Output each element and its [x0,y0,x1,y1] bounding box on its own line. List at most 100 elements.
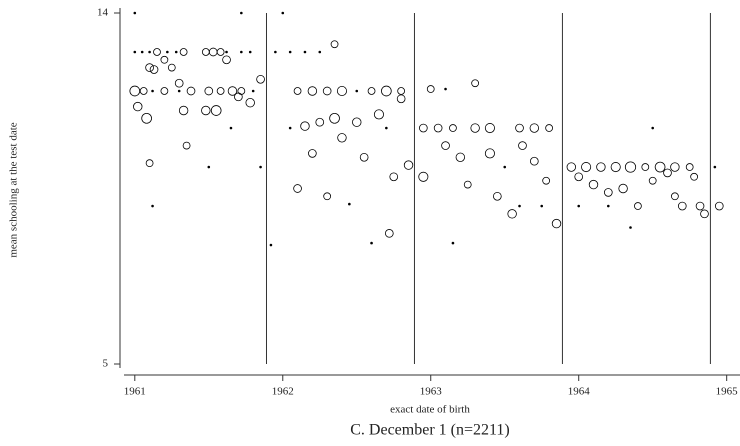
point [518,141,527,150]
point [444,87,447,91]
point [315,117,325,127]
point [596,162,606,172]
point [713,165,717,169]
x-axis-label: exact date of birth [390,404,470,416]
point [179,48,188,56]
point [566,162,577,172]
point [141,112,152,124]
point [451,241,455,245]
point [251,89,255,93]
point [288,126,292,130]
y-tick-label: 14 [97,7,109,19]
point [618,183,628,194]
point [133,11,137,15]
point [418,171,429,182]
point [240,50,243,54]
point [133,101,143,112]
point [288,50,292,54]
point [449,124,457,132]
caption: C. December 1 (n=2211) [350,422,510,439]
x-tick-label: 1961 [124,386,146,398]
point [174,50,178,54]
point [419,123,428,133]
point [484,148,495,159]
point [182,141,191,150]
point [515,123,524,133]
point [389,172,399,182]
point [148,50,151,54]
point [281,11,285,15]
point [670,162,680,172]
x-tick-label: 1964 [568,386,591,398]
point [373,109,384,120]
point [471,79,480,88]
point [654,161,666,173]
point [245,97,255,108]
point [259,165,262,169]
point [367,87,376,95]
point [174,78,184,88]
point [207,165,211,169]
point [648,176,657,185]
point [629,226,632,229]
point [336,85,347,97]
point [166,50,169,54]
point [581,162,592,173]
point [308,149,317,158]
point [330,40,339,49]
point [177,89,181,93]
point [352,117,362,127]
point [493,191,502,201]
point [651,126,654,130]
point [225,50,228,54]
point [140,50,144,54]
point [322,86,332,96]
point [201,48,210,56]
point [204,86,214,96]
point [663,168,672,178]
point [160,55,169,64]
point [355,89,359,93]
point [323,192,332,201]
point [153,48,161,56]
y-tick-label: 5 [103,358,109,370]
point [529,156,539,166]
point [426,85,435,93]
point [518,204,521,208]
point [329,112,340,124]
point [129,85,141,97]
point [229,126,233,130]
point [149,65,159,74]
point [269,243,273,247]
point [433,123,443,133]
point [234,92,243,102]
point [588,179,599,190]
point [208,47,218,57]
point [641,163,650,171]
point [503,165,507,169]
point [370,241,373,245]
point [381,85,392,97]
point [256,74,265,84]
point [307,86,318,96]
point [151,204,154,208]
point [384,229,394,238]
point [293,184,302,193]
point [167,63,176,72]
point [216,87,225,95]
point [529,123,540,133]
point [348,202,351,206]
point [624,161,637,173]
point [577,204,581,208]
point [634,202,642,210]
point [248,50,252,54]
point [685,163,694,171]
point [318,50,322,54]
x-tick-label: 1965 [716,386,739,398]
point [293,87,302,95]
point [396,94,406,104]
point [574,172,584,182]
point [151,89,154,93]
point [337,133,347,143]
